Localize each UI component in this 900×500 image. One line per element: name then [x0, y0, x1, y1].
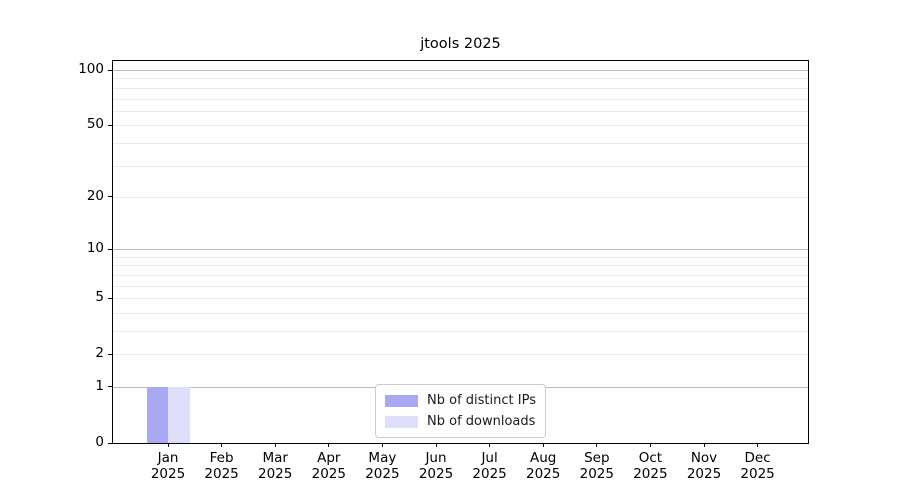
x-tick-label: May 2025: [347, 450, 417, 482]
x-tick-month: Jul: [481, 450, 498, 466]
bar-downloads: [168, 386, 190, 443]
legend-item: Nb of distinct IPs: [385, 390, 536, 411]
x-tick-month: Sep: [584, 450, 610, 466]
gridline-major: [113, 70, 808, 72]
gridline-minor: [113, 330, 808, 332]
x-tick-month: Dec: [744, 450, 771, 466]
y-tick-label: 10: [86, 240, 104, 257]
gridline-minor: [113, 142, 808, 144]
legend-item: Nb of downloads: [385, 411, 536, 432]
y-tick-label: 5: [95, 289, 104, 306]
legend-label: Nb of distinct IPs: [427, 393, 536, 408]
x-tick-mark: [649, 443, 651, 447]
x-tick-label: Jun 2025: [401, 450, 471, 482]
x-tick-mark: [328, 443, 330, 447]
x-tick-mark: [274, 443, 276, 447]
x-tick-mark: [703, 443, 705, 447]
x-tick-label: Jan 2025: [133, 450, 203, 482]
y-tick-mark: [108, 353, 112, 355]
x-tick-year: 2025: [526, 466, 561, 482]
chart-title: jtools 2025: [420, 36, 501, 52]
y-tick-label: 100: [78, 61, 104, 78]
x-tick-year: 2025: [204, 466, 239, 482]
x-tick-mark: [596, 443, 598, 447]
gridline-minor: [113, 265, 808, 267]
gridline-minor: [113, 125, 808, 127]
x-tick-label: Nov 2025: [669, 450, 739, 482]
x-tick-mark: [757, 443, 759, 447]
gridline-minor: [113, 285, 808, 287]
x-tick-mark: [381, 443, 383, 447]
y-tick-mark: [108, 297, 112, 299]
y-tick-mark: [108, 124, 112, 126]
plot-area: [112, 60, 809, 444]
x-tick-year: 2025: [740, 466, 775, 482]
x-tick-month: Aug: [530, 450, 557, 466]
x-tick-year: 2025: [579, 466, 614, 482]
x-tick-label: Oct 2025: [615, 450, 685, 482]
y-tick-label: 1: [95, 377, 104, 394]
x-tick-month: May: [368, 450, 397, 466]
x-tick-month: Mar: [262, 450, 288, 466]
x-tick-mark: [489, 443, 491, 447]
x-tick-mark: [542, 443, 544, 447]
x-tick-label: Apr 2025: [294, 450, 364, 482]
x-tick-label: Sep 2025: [562, 450, 632, 482]
x-tick-year: 2025: [686, 466, 722, 482]
gridline-minor: [113, 110, 808, 112]
x-tick-month: Jun: [425, 450, 447, 466]
gridline-minor: [113, 165, 808, 167]
x-tick-year: 2025: [472, 466, 507, 482]
legend-swatch: [385, 415, 419, 428]
gridline-minor: [113, 298, 808, 300]
x-tick-label: Aug 2025: [508, 450, 578, 482]
x-tick-year: 2025: [258, 466, 293, 482]
y-tick-mark: [108, 248, 112, 250]
gridline-major: [113, 249, 808, 251]
gridline-minor: [113, 78, 808, 80]
y-tick-label: 20: [86, 187, 104, 204]
legend: Nb of distinct IPs Nb of downloads: [375, 384, 546, 438]
x-tick-year: 2025: [418, 466, 454, 482]
x-tick-label: Feb 2025: [187, 450, 257, 482]
x-tick-month: Jan: [157, 450, 179, 466]
gridline-minor: [113, 312, 808, 314]
x-tick-year: 2025: [150, 466, 186, 482]
gridline-minor: [113, 354, 808, 356]
y-tick-label: 2: [95, 345, 104, 362]
gridline-minor: [113, 98, 808, 100]
gridline-minor: [113, 87, 808, 89]
x-tick-label: Mar 2025: [240, 450, 310, 482]
x-tick-year: 2025: [365, 466, 400, 482]
legend-label: Nb of downloads: [427, 414, 536, 429]
x-tick-year: 2025: [311, 466, 346, 482]
gridline-minor: [113, 196, 808, 198]
x-tick-month: Feb: [209, 450, 234, 466]
x-tick-month: Oct: [638, 450, 663, 466]
y-tick-mark: [108, 196, 112, 198]
gridline-minor: [113, 274, 808, 276]
x-tick-label: Jul 2025: [455, 450, 525, 482]
x-tick-mark: [167, 443, 169, 447]
y-tick-label: 50: [86, 116, 104, 133]
x-tick-month: Apr: [317, 450, 341, 466]
bar-distinct-ips: [146, 386, 168, 443]
gridline-minor: [113, 256, 808, 258]
x-tick-month: Nov: [690, 450, 718, 466]
y-tick-mark: [108, 69, 112, 71]
x-tick-mark: [221, 443, 223, 447]
x-tick-label: Dec 2025: [723, 450, 793, 482]
y-tick-mark: [108, 386, 112, 388]
legend-swatch: [385, 394, 419, 407]
y-tick-mark: [108, 442, 112, 444]
x-tick-mark: [435, 443, 437, 447]
x-tick-year: 2025: [633, 466, 668, 482]
y-tick-label: 0: [95, 434, 104, 450]
